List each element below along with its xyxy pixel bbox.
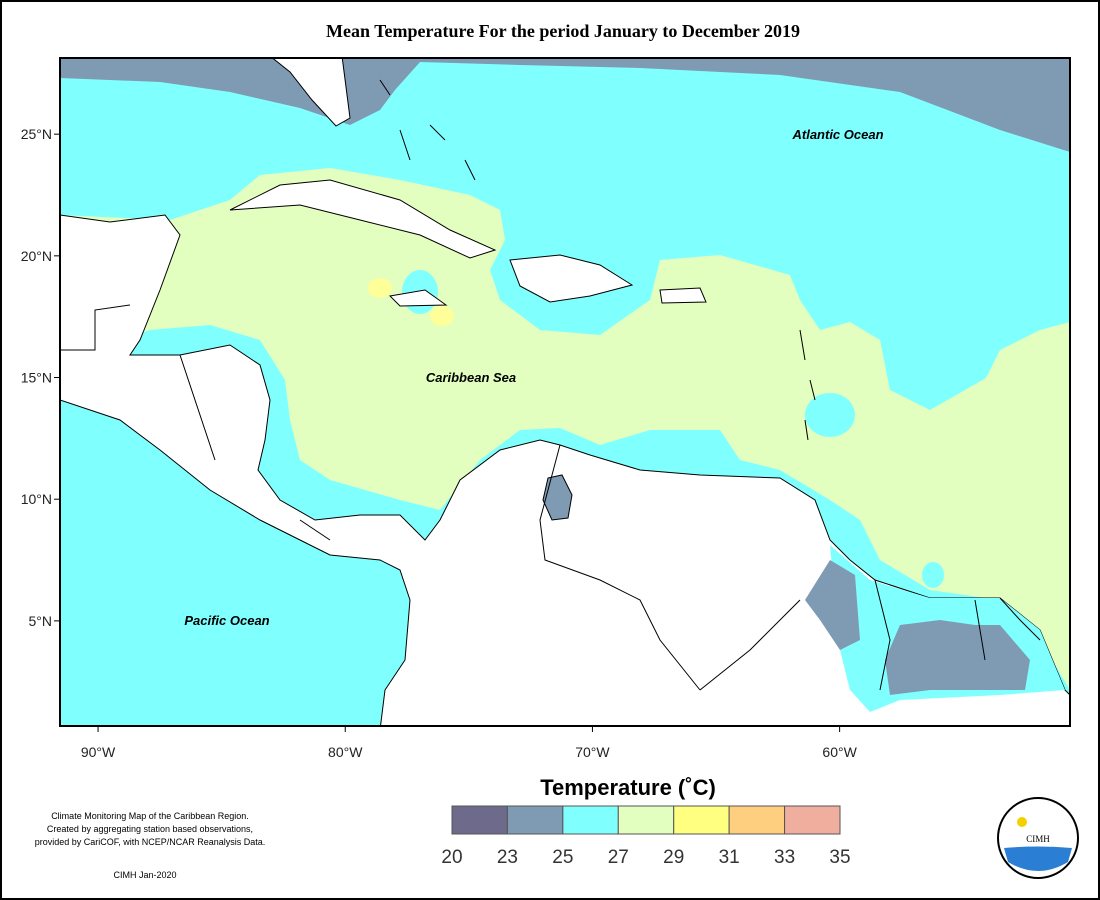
temperature-zone [60, 168, 1070, 690]
logo-sun [1017, 817, 1027, 827]
legend-tick-label: 27 [608, 847, 629, 868]
temperature-zone [368, 278, 392, 298]
temperature-zone [805, 560, 860, 650]
legend-swatch [506, 805, 564, 835]
temperature-zone [542, 474, 573, 521]
y-tick-label: 20°N [21, 248, 52, 264]
logo: CIMH [997, 797, 1079, 879]
border [60, 304, 1041, 691]
legend-tick-label: 20 [441, 847, 462, 868]
legend-tick-label: 31 [719, 847, 740, 868]
x-tick-label: 70°W [575, 744, 610, 760]
legend-swatch [784, 805, 841, 835]
map-title: Mean Temperature For the period January … [326, 21, 800, 41]
legend-tick-label: 25 [552, 847, 573, 868]
legend-tick-label: 29 [663, 847, 684, 868]
logo-waves [1004, 846, 1072, 871]
land [271, 58, 351, 127]
footnote: Climate Monitoring Map of the Caribbean … [35, 811, 266, 880]
footnote-line: provided by CariCOF, with NCEP/NCAR Rean… [35, 837, 266, 847]
footnote-line: Created by aggregating station based obs… [47, 824, 253, 834]
legend-swatch [451, 805, 508, 835]
legend-swatch [728, 805, 786, 835]
land [509, 254, 634, 303]
y-tick-label: 5°N [29, 613, 53, 629]
legend-tick-label: 35 [829, 847, 850, 868]
legend-tick-label: 23 [497, 847, 518, 868]
land [659, 287, 707, 304]
temperature-zone [430, 306, 454, 326]
x-tick-label: 60°W [822, 744, 857, 760]
x-tick-label: 80°W [328, 744, 363, 760]
temperature-zone [805, 393, 855, 437]
temperature-zone [930, 330, 1070, 470]
land [388, 289, 448, 307]
temperature-zone [885, 620, 1030, 695]
map: Atlantic Ocean Caribbean Sea Pacific Oce… [21, 57, 1071, 760]
temperature-zone [922, 562, 944, 588]
logo-text: CIMH [1026, 834, 1050, 844]
land [229, 179, 497, 259]
footnote-line: Climate Monitoring Map of the Caribbean … [51, 811, 249, 821]
ocean-label: Pacific Ocean [184, 613, 269, 628]
legend-title: Temperature (˚C) [540, 775, 716, 800]
legend-tick-label: 33 [774, 847, 795, 868]
y-tick-label: 15°N [21, 370, 52, 386]
islands [379, 79, 816, 441]
ocean-label: Atlantic Ocean [791, 127, 883, 142]
credit: CIMH Jan-2020 [113, 870, 176, 880]
x-tick-label: 90°W [81, 744, 116, 760]
legend: Temperature (˚C) 20 23 25 27 29 31 33 35 [441, 775, 850, 868]
legend-swatch [673, 805, 730, 835]
legend-swatch [617, 805, 675, 835]
ocean-label: Caribbean Sea [426, 370, 516, 385]
y-tick-label: 25°N [21, 126, 52, 142]
y-tick-label: 10°N [21, 491, 52, 507]
legend-swatch [562, 805, 619, 835]
map-frame [59, 57, 1071, 727]
